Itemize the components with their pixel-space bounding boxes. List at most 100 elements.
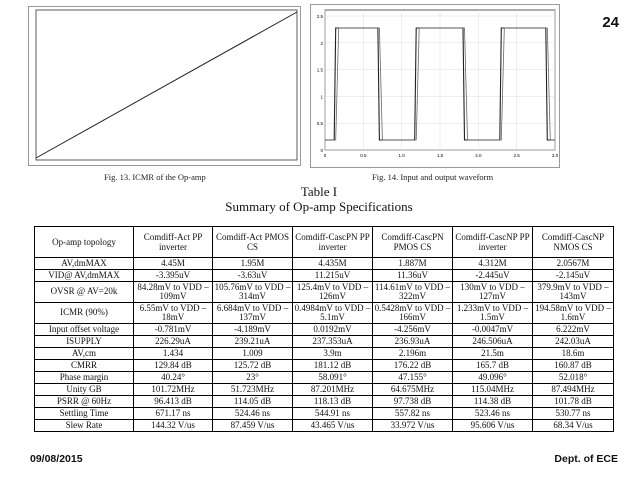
table-cell: 557.82 ns [372,407,453,420]
row-label: PSRR @ 60Hz [34,395,134,408]
table-title: Summary of Op-amp Specifications [225,199,413,214]
table-cell: 114.05 dB [212,395,293,408]
row-label: Slew Rate [34,419,134,432]
table-cell: 236.93uA [372,335,453,348]
table-cell: 18.6m [532,347,614,360]
table-cell: -0.781mV [133,323,213,336]
header-topology-4: Comdiff-CascPN PMOS CS [372,226,453,258]
table-cell: 114.38 dB [452,395,533,408]
output-waveform [325,27,555,141]
footer-department: Dept. of ECE [554,453,618,465]
header-topology-1: Comdiff-Act PP inverter [133,226,213,258]
x-tick-label: 2.0 [475,153,482,158]
table-cell: 0.5428mV to VDD – 166mV [372,302,453,324]
table-cell: 144.32 V/us [133,419,213,432]
x-tick-labels: 0 0.5 1.0 1.5 2.0 2.5 3.0 [324,153,559,158]
table-cell: -2.145uV [532,269,614,282]
table-cell: 11.36uV [372,269,453,282]
table-cell: 1.95M [212,257,293,270]
header-topology-6: Comdiff-CascNP NMOS CS [532,226,614,258]
table-cell: 4.435M [292,257,373,270]
table-cell: 21.5m [452,347,533,360]
table-row: ICMR (90%) 6.55mV to VDD – 18mV 6.684mV to… [34,302,614,324]
table-cell: 4.45M [133,257,213,270]
table-cell: 194.58mV to VDD – 1.6mV [532,302,614,324]
x-tick-label: 1.5 [437,153,444,158]
row-label: ICMR (90%) [34,302,134,324]
figure-14-waveform-plot: 2.5 2 1.5 1 0.5 0 0 0.5 1.0 1.5 2.0 2.5 3.0 [310,4,560,168]
table-cell: 68.34 V/us [532,419,614,432]
table-cell: 160.87 dB [532,359,614,372]
y-tick-label: 1.5 [317,68,324,73]
table-cell: 2.0567M [532,257,614,270]
table-cell: 1.233mV to VDD – 1.5mV [452,302,533,324]
table-cell: -3.63uV [212,269,293,282]
row-label: VID@ AV,dmMAX [34,269,134,282]
table-cell: 96.413 dB [133,395,213,408]
table-cell: 671.17 ns [133,407,213,420]
table-cell: 1.009 [212,347,293,360]
table-cell: 118.13 dB [292,395,373,408]
header-topology: Op-amp topology [34,226,134,258]
header-topology-3: Comdiff-CascPN PP inverter [292,226,373,258]
table-cell: 125.4mV to VDD – 126mV [292,281,373,303]
table-cell: 1.434 [133,347,213,360]
table-cell: 114.61mV to VDD – 322mV [372,281,453,303]
table-cell: 115.04MHz [452,383,533,396]
row-label: Settling Time [34,407,134,420]
table-cell: 2.196m [372,347,453,360]
header-topology-5: Comdiff-CascNP PP inverter [452,226,533,258]
table-cell: 239.21uA [212,335,293,348]
table-row: AV,cm 1.434 1.009 3.9m 2.196m 21.5m 18.6m [34,347,614,360]
table-row: Slew Rate 144.32 V/us 87.459 V/us 43.465 V/… [34,419,614,432]
table-cell: -2.445uV [452,269,533,282]
table-cell: 6.684mV to VDD – 137mV [212,302,293,324]
table-header-row: Op-amp topology Comdiff-Act PP inverter Co… [34,226,614,258]
row-label: Phase margin [34,371,134,384]
row-label: ISUPPLY [34,335,134,348]
table-cell: 49.096° [452,371,533,384]
table-row: OVSR @ AV=20k 84.28mV to VDD – 109mV 105.7… [34,281,614,303]
table-cell: 87.201MHz [292,383,373,396]
table-cell: 84.28mV to VDD – 109mV [133,281,213,303]
table-cell: 125.72 dB [212,359,293,372]
table-cell: 379.9mV to VDD – 143mV [532,281,614,303]
x-tick-label: 2.5 [514,153,521,158]
table-row: Settling Time 671.17 ns 524.46 ns 544.91 ns… [34,407,614,420]
x-tick-label: 0 [324,153,327,158]
table-cell: 87.494MHz [532,383,614,396]
table-cell: 242.03uA [532,335,614,348]
table-cell: 3.9m [292,347,373,360]
table-cell: 181.12 dB [292,359,373,372]
waveform-svg: 2.5 2 1.5 1 0.5 0 0 0.5 1.0 1.5 2.0 2.5 3.0 [310,4,560,168]
table-cell: 176.22 dB [372,359,453,372]
table-cell: 58.091° [292,371,373,384]
table-cell: 101.78 dB [532,395,614,408]
x-tick-label: 0.5 [360,153,367,158]
y-tick-label: 0.5 [317,121,324,126]
figure-13-caption: Fig. 13. ICMR of the Op-amp [104,172,206,182]
table-cell: 0.4984mV to VDD – 5.1mV [292,302,373,324]
y-tick-label: 2.5 [317,14,324,19]
table-cell: 40.24° [133,371,213,384]
table-cell: 11.215uV [292,269,373,282]
table-cell: 1.887M [372,257,453,270]
slide-number: 24 [602,14,619,31]
x-tick-label: 1.0 [399,153,406,158]
y-tick-label: 0 [320,148,323,153]
table-cell: 130mV to VDD – 127mV [452,281,533,303]
table-cell: 47.155° [372,371,453,384]
footer-date: 09/08/2015 [30,453,83,465]
row-label: Unity GB [34,383,134,396]
table-cell: 43.465 V/us [292,419,373,432]
y-tick-labels: 2.5 2 1.5 1 0.5 0 [317,14,324,153]
table-cell: 23° [212,371,293,384]
table-cell: 6.55mV to VDD – 18mV [133,302,213,324]
table-row: VID@ AV,dmMAX -3.395uV -3.63uV 11.215uV 11.3… [34,269,614,282]
header-topology-2: Comdiff-Act PMOS CS [212,226,293,258]
table-cell: 51.723MHz [212,383,293,396]
table-cell: 246.506uA [452,335,533,348]
row-label: AV,dmMAX [34,257,134,270]
table-cell: 87.459 V/us [212,419,293,432]
figure-13-icmr-plot [28,6,301,166]
